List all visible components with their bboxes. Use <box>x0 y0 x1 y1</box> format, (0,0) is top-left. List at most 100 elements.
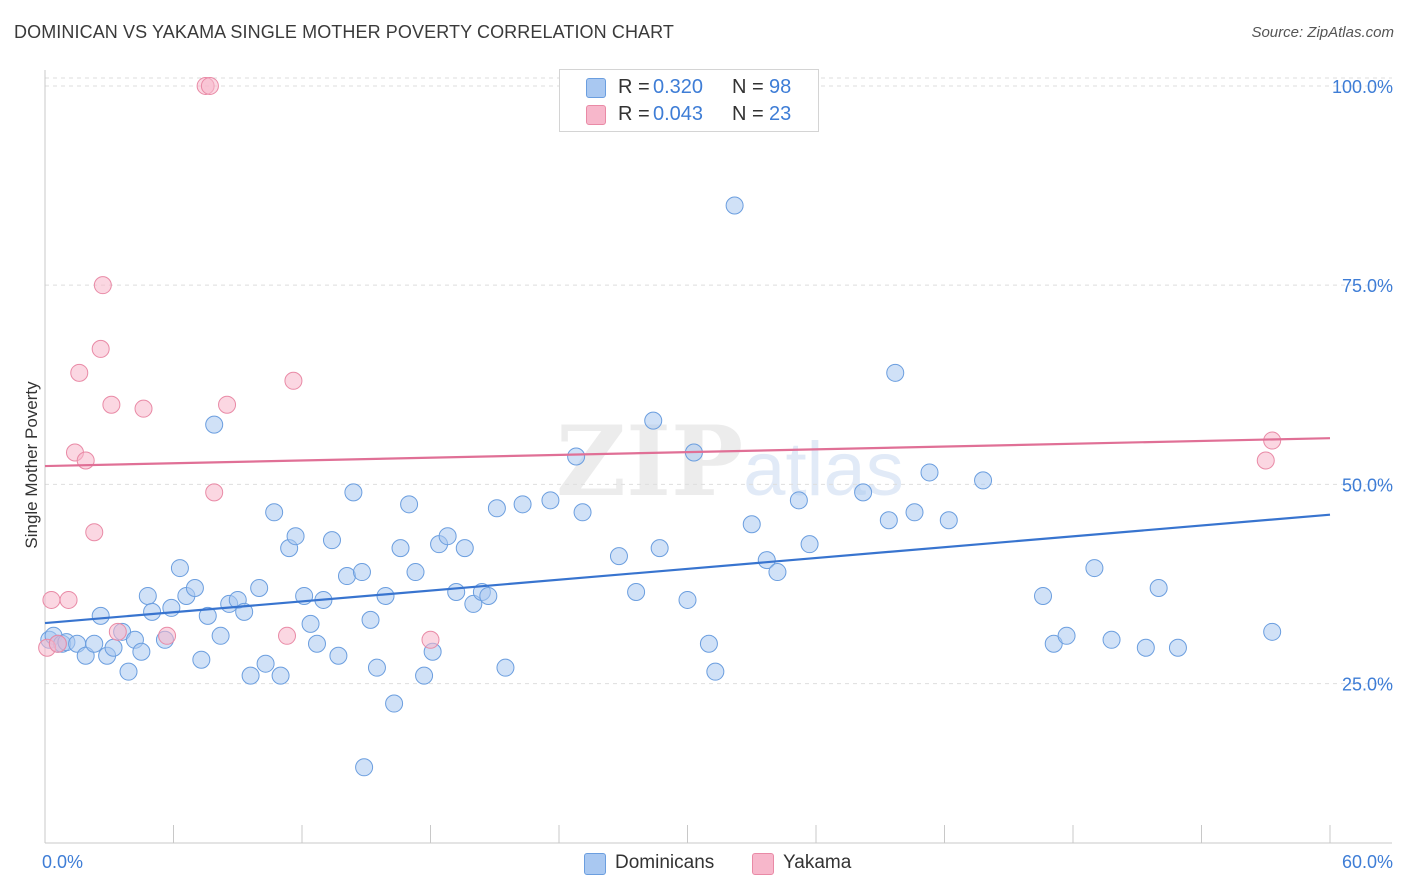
point-dominicans <box>644 411 663 430</box>
point-dominicans <box>376 586 395 605</box>
point-dominicans <box>541 491 560 510</box>
point-yakama <box>284 371 303 390</box>
point-dominicans <box>104 638 123 657</box>
point-dominicans <box>138 586 157 605</box>
point-dominicans <box>391 539 410 558</box>
point-dominicans <box>1136 638 1155 657</box>
point-dominicans <box>170 559 189 578</box>
point-yakama <box>76 451 95 470</box>
point-yakama <box>91 339 110 358</box>
legend-r-label: R = <box>618 76 650 98</box>
point-dominicans <box>400 495 419 514</box>
point-yakama <box>1256 451 1275 470</box>
trend-lines <box>44 437 1331 625</box>
point-dominicans <box>800 535 819 554</box>
point-dominicans <box>265 503 284 522</box>
point-dominicans <box>699 634 718 653</box>
x-tick-label: 60.0% <box>1342 852 1393 872</box>
point-dominicans <box>447 582 466 601</box>
bottom-legend-label: Yakama <box>783 852 852 873</box>
point-dominicans <box>361 610 380 629</box>
data-points <box>38 76 1282 777</box>
point-dominicans <box>241 666 260 685</box>
point-dominicans <box>250 578 269 597</box>
point-yakama <box>108 622 127 641</box>
legend-r-value: 0.043 <box>653 103 704 125</box>
grid-lines <box>45 77 1392 685</box>
bottom-legend-swatch-yakama <box>752 853 774 875</box>
correlation-legend: R = 0.320 N = 98 R = 0.043 N = 23 <box>559 69 819 132</box>
point-dominicans <box>496 658 515 677</box>
point-dominicans <box>513 495 532 514</box>
point-dominicans <box>974 471 993 490</box>
point-dominicans <box>920 463 939 482</box>
point-dominicans <box>385 694 404 713</box>
bottom-legend-label: Dominicans <box>615 852 715 873</box>
legend-n-label: N = <box>732 103 764 125</box>
point-dominicans <box>352 563 371 582</box>
point-dominicans <box>198 606 217 625</box>
point-dominicans <box>344 483 363 502</box>
point-dominicans <box>487 499 506 518</box>
point-dominicans <box>1034 586 1053 605</box>
point-dominicans <box>573 503 592 522</box>
watermark-atlas: atlas <box>743 427 904 512</box>
point-yakama <box>158 626 177 645</box>
point-dominicans <box>406 563 425 582</box>
point-dominicans <box>678 590 697 609</box>
point-dominicans <box>567 447 586 466</box>
legend-r-label: R = <box>618 103 650 125</box>
point-yakama <box>42 590 61 609</box>
point-dominicans <box>455 539 474 558</box>
point-dominicans <box>742 515 761 534</box>
point-dominicans <box>301 614 320 633</box>
legend-swatch-yakama <box>586 105 606 125</box>
point-dominicans <box>706 662 725 681</box>
point-dominicans <box>329 646 348 665</box>
point-yakama <box>70 363 89 382</box>
point-dominicans <box>768 563 787 582</box>
point-dominicans <box>479 586 498 605</box>
point-dominicans <box>337 567 356 586</box>
point-dominicans <box>185 578 204 597</box>
x-tick-label: 0.0% <box>42 852 83 872</box>
trend-line-dominicans <box>44 513 1331 625</box>
point-dominicans <box>322 531 341 550</box>
point-yakama <box>59 590 78 609</box>
point-dominicans <box>438 527 457 546</box>
point-dominicans <box>627 582 646 601</box>
point-yakama <box>93 276 112 295</box>
point-dominicans <box>271 666 290 685</box>
point-dominicans <box>1168 638 1187 657</box>
chart-title: DOMINICAN VS YAKAMA SINGLE MOTHER POVERT… <box>14 22 675 42</box>
point-dominicans <box>1044 634 1063 653</box>
point-dominicans <box>886 363 905 382</box>
point-yakama <box>421 630 440 649</box>
point-dominicans <box>85 634 104 653</box>
legend-swatch-dominicans <box>586 78 606 98</box>
point-dominicans <box>119 662 138 681</box>
point-dominicans <box>132 642 151 661</box>
point-dominicans <box>757 551 776 570</box>
y-tick-label: 50.0% <box>1342 475 1393 495</box>
point-dominicans <box>650 539 669 558</box>
point-dominicans <box>879 511 898 530</box>
point-dominicans <box>789 491 808 510</box>
chart-source: Source: ZipAtlas.com <box>1251 24 1394 41</box>
point-yakama <box>200 76 219 95</box>
y-tick-label: 100.0% <box>1332 77 1393 97</box>
legend-n-value: 23 <box>769 103 792 125</box>
point-dominicans <box>1102 630 1121 649</box>
point-dominicans <box>939 511 958 530</box>
point-dominicans <box>725 196 744 215</box>
tick-labels: 25.0% 50.0% 75.0% 100.0% 0.0% 60.0% <box>42 77 1393 872</box>
point-dominicans <box>1085 559 1104 578</box>
point-yakama <box>218 395 237 414</box>
trend-line-yakama <box>44 437 1331 468</box>
point-dominicans <box>256 654 275 673</box>
point-yakama <box>85 523 104 542</box>
y-axis-label: Single Mother Poverty <box>22 381 41 549</box>
point-dominicans <box>905 503 924 522</box>
point-yakama <box>134 399 153 418</box>
